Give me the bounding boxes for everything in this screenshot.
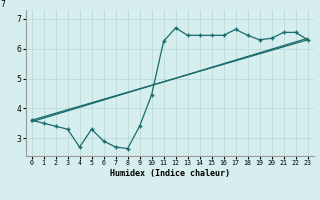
X-axis label: Humidex (Indice chaleur): Humidex (Indice chaleur) xyxy=(109,169,230,178)
Text: 7: 7 xyxy=(1,0,5,9)
